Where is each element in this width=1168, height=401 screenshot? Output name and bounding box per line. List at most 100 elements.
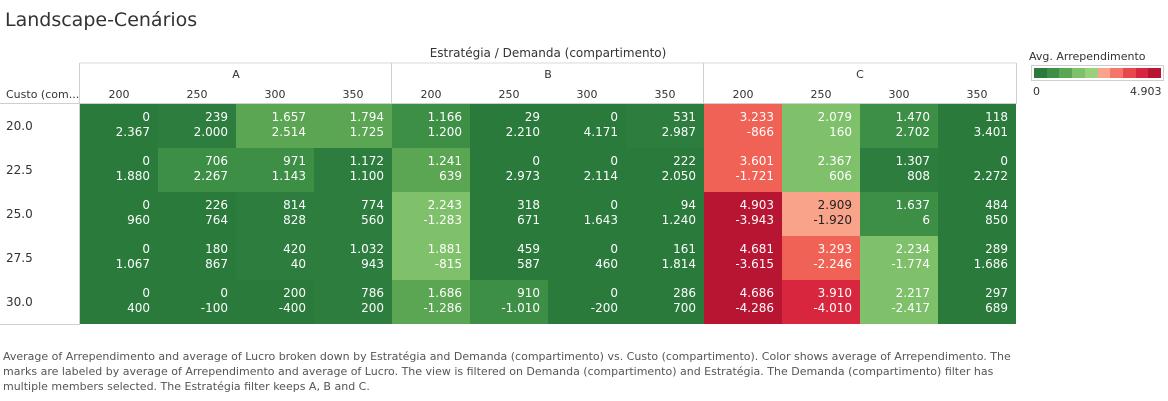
- heatmap-cell: [470, 192, 548, 236]
- legend-swatch: [1110, 68, 1123, 78]
- arrependimento-label: 459: [517, 242, 540, 256]
- legend-swatch: [1084, 68, 1098, 78]
- lucro-label: 1.067: [116, 257, 150, 271]
- arrependimento-label: 0: [610, 110, 618, 124]
- heatmap-cell: [470, 148, 548, 192]
- arrependimento-label: 2.243: [428, 198, 462, 212]
- heatmap-cell: [548, 192, 626, 236]
- heatmap-cell: [158, 236, 236, 280]
- lucro-label: 4.171: [584, 125, 618, 139]
- lucro-label: 606: [829, 169, 852, 183]
- heatmap-cell: [626, 148, 704, 192]
- lucro-label: -1.283: [423, 213, 462, 227]
- heatmap-cell: [314, 192, 392, 236]
- custo-label: 27.5: [6, 251, 33, 265]
- lucro-label: 460: [595, 257, 618, 271]
- heatmap-cell: [80, 280, 158, 324]
- arrependimento-label: 1.881: [428, 242, 462, 256]
- heatmap-cell: [470, 104, 548, 148]
- heatmap-cell: [392, 280, 470, 324]
- arrependimento-label: 814: [283, 198, 306, 212]
- column-header-title: Estratégia / Demanda (compartimento): [429, 46, 667, 60]
- lucro-label: 200: [361, 301, 384, 315]
- lucro-label: 700: [673, 301, 696, 315]
- heatmap-cell: [548, 104, 626, 148]
- lucro-label: -200: [591, 301, 618, 315]
- lucro-label: -866: [747, 125, 774, 139]
- heatmap-cell: [704, 236, 782, 280]
- lucro-label: -3.943: [735, 213, 774, 227]
- arrependimento-label: 0: [610, 154, 618, 168]
- heatmap-cell: [938, 192, 1016, 236]
- arrependimento-label: 161: [673, 242, 696, 256]
- lucro-label: -1.774: [891, 257, 930, 271]
- arrependimento-label: 239: [205, 110, 228, 124]
- heatmap-cell: [626, 104, 704, 148]
- demand-label: 300: [889, 88, 910, 101]
- lucro-label: 587: [517, 257, 540, 271]
- heatmap-cell: [782, 148, 860, 192]
- lucro-label: 2.702: [896, 125, 930, 139]
- lucro-label: -815: [435, 257, 462, 271]
- heatmap-cell: [782, 236, 860, 280]
- lucro-label: 764: [205, 213, 228, 227]
- heatmap-cell: [314, 280, 392, 324]
- arrependimento-label: 1.657: [272, 110, 306, 124]
- heatmap-cell: [860, 104, 938, 148]
- heatmap-cell: [860, 236, 938, 280]
- legend-swatch: [1135, 68, 1149, 78]
- arrependimento-label: 1.032: [350, 242, 384, 256]
- heatmap-cell: [158, 280, 236, 324]
- lucro-label: 808: [907, 169, 930, 183]
- heatmap-cell: [938, 104, 1016, 148]
- lucro-label: 2.000: [194, 125, 228, 139]
- arrependimento-label: 29: [525, 110, 540, 124]
- legend-swatch: [1097, 68, 1111, 78]
- arrependimento-label: 200: [283, 286, 306, 300]
- heatmap-cell: [470, 236, 548, 280]
- arrependimento-label: 2.217: [896, 286, 930, 300]
- arrependimento-label: 4.686: [740, 286, 774, 300]
- arrependimento-label: 1.241: [428, 154, 462, 168]
- heatmap-cell: [704, 104, 782, 148]
- lucro-label: -2.246: [813, 257, 852, 271]
- color-legend: [1031, 65, 1164, 81]
- heatmap-cell: [236, 192, 314, 236]
- arrependimento-label: 3.233: [740, 110, 774, 124]
- legend-swatches: [1034, 68, 1162, 78]
- heatmap-cell: [158, 148, 236, 192]
- arrependimento-label: 1.637: [896, 198, 930, 212]
- legend-min-label: 0: [1033, 85, 1040, 98]
- lucro-label: 1.100: [350, 169, 384, 183]
- arrependimento-label: 2.909: [818, 198, 852, 212]
- chart-caption: Average of Arrependimento and average of…: [3, 350, 1011, 393]
- lucro-label: 2.367: [116, 125, 150, 139]
- heatmap-cell: [548, 280, 626, 324]
- arrependimento-label: 0: [1000, 154, 1008, 168]
- arrependimento-label: 2.079: [818, 110, 852, 124]
- lucro-label: 2.973: [506, 169, 540, 183]
- heatmap-cell: [860, 148, 938, 192]
- lucro-label: -1.010: [501, 301, 540, 315]
- lucro-label: 1.643: [584, 213, 618, 227]
- strategy-labels: A B C: [232, 68, 864, 81]
- arrependimento-label: 1.166: [428, 110, 462, 124]
- chart-title: Landscape-Cenários: [5, 9, 198, 31]
- arrependimento-label: 1.470: [896, 110, 930, 124]
- arrependimento-label: 0: [610, 286, 618, 300]
- legend-swatch: [1122, 68, 1136, 78]
- heatmap-cell: [626, 280, 704, 324]
- demand-label: 300: [265, 88, 286, 101]
- lucro-label: -1.286: [423, 301, 462, 315]
- demand-label: 350: [655, 88, 676, 101]
- arrependimento-label: 3.910: [818, 286, 852, 300]
- heatmap-cell: [938, 148, 1016, 192]
- heatmap-cell: [236, 148, 314, 192]
- heatmap: A B C 200 250 300 350 200 250 300 350 200 250 300 350…: [0, 62, 1017, 325]
- heatmap-cell: [314, 236, 392, 280]
- arrependimento-label: 1.307: [896, 154, 930, 168]
- arrependimento-label: 1.686: [428, 286, 462, 300]
- lucro-label: -400: [279, 301, 306, 315]
- arrependimento-label: 4.681: [740, 242, 774, 256]
- lucro-label: 867: [205, 257, 228, 271]
